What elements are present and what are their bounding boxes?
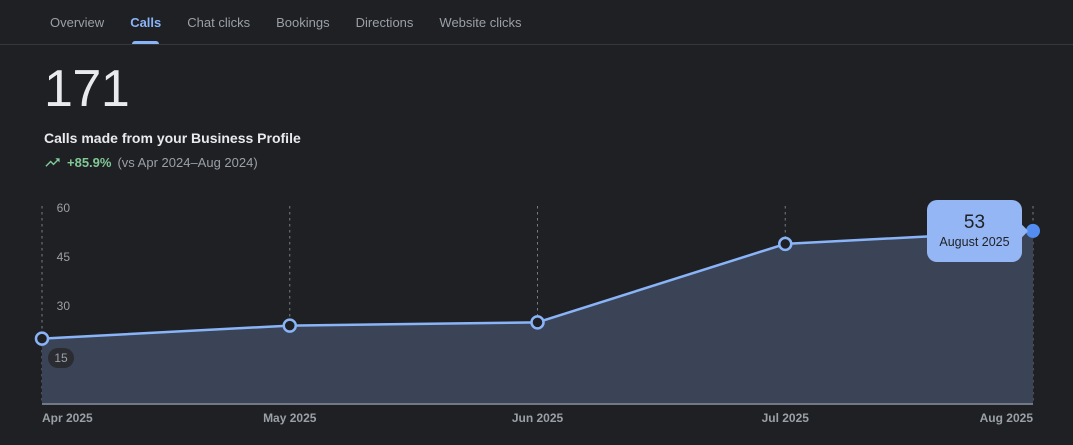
data-point-jun-2025[interactable] [530, 315, 545, 330]
y-tick-label-30: 30 [57, 299, 71, 313]
metric-trend-row: +85.9% (vs Apr 2024–Aug 2024) [44, 154, 301, 171]
tab-overview[interactable]: Overview [50, 14, 105, 30]
metric-value: 171 [44, 60, 130, 118]
x-tick-label-jun-2025: Jun 2025 [512, 411, 564, 425]
metric-summary: 171 Calls made from your Business Profil… [44, 62, 301, 171]
x-tick-label-aug-2025: Aug 2025 [980, 411, 1034, 425]
tooltip-label: August 2025 [939, 235, 1010, 249]
metric-comparison-range: (vs Apr 2024–Aug 2024) [117, 155, 258, 170]
y-tick-label-15: 15 [54, 351, 68, 365]
chart-tooltip: 53 August 2025 [927, 200, 1029, 262]
data-point-may-2025[interactable] [282, 318, 297, 333]
tab-chat-clicks[interactable]: Chat clicks [187, 14, 251, 30]
metric-description: Calls made from your Business Profile [44, 130, 301, 146]
tab-calls[interactable]: Calls [130, 0, 161, 44]
area-fill [42, 230, 1033, 404]
tab-bookings[interactable]: Bookings [276, 14, 330, 30]
tab-website-clicks[interactable]: Website clicks [439, 14, 522, 30]
tab-directions[interactable]: Directions [355, 14, 414, 30]
data-point-apr-2025[interactable] [34, 331, 50, 346]
tooltip-value: 53 [963, 212, 986, 233]
performance-tabbar: Overview Calls Chat clicks Bookings Dire… [0, 0, 1073, 45]
data-point-aug-2025[interactable] [1026, 223, 1040, 238]
y-tick-pill [48, 348, 74, 368]
x-tick-label-jul-2025: Jul 2025 [762, 411, 810, 425]
data-point-jul-2025[interactable] [778, 236, 793, 252]
y-tick-label-45: 45 [57, 250, 71, 264]
metric-change-percent: +85.9% [67, 155, 112, 170]
x-tick-label-apr-2025: Apr 2025 [42, 411, 93, 425]
x-tick-label-may-2025: May 2025 [263, 411, 317, 425]
y-tick-label-60: 60 [57, 201, 71, 215]
trending-up-icon [44, 154, 61, 171]
